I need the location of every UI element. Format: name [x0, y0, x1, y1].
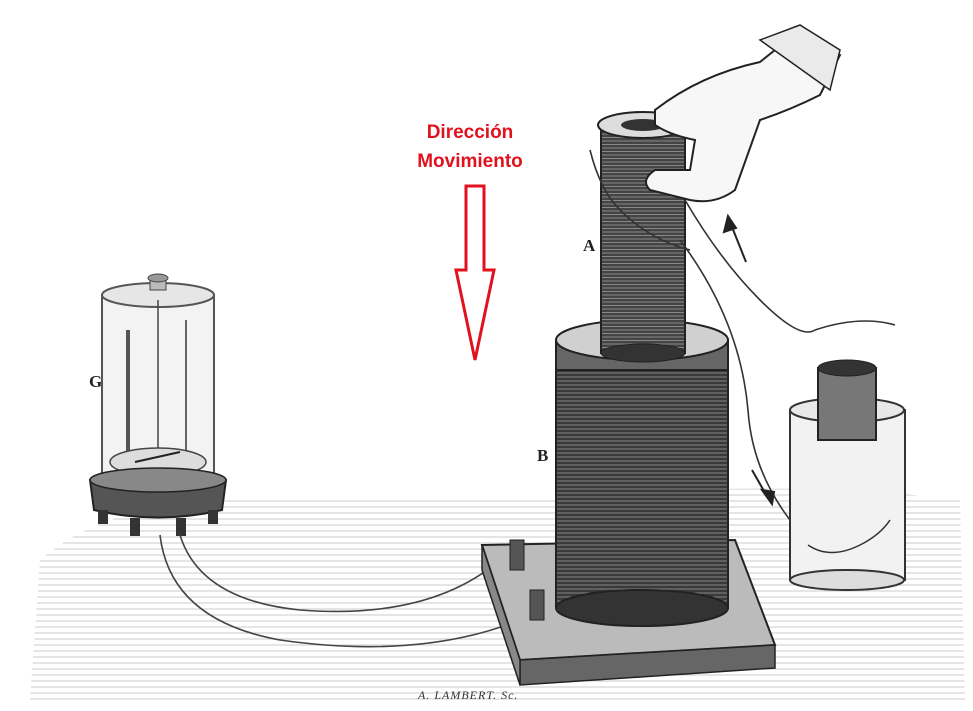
label-galvanometer: G — [89, 372, 103, 391]
coil-b — [555, 319, 729, 627]
label-coil-b: B — [537, 446, 549, 465]
annotation-line-1: Dirección — [426, 122, 514, 143]
coil-a-wires — [589, 149, 896, 521]
galvanometer — [88, 273, 228, 536]
engraver-signature: A. LAMBERT. Sc. — [418, 688, 519, 702]
direction-annotation: Dirección Movimiento — [385, 118, 555, 176]
label-coil-a: A — [583, 236, 596, 255]
coil-a — [597, 111, 689, 363]
current-arrow-icon — [722, 213, 776, 507]
battery — [789, 359, 906, 591]
direction-arrow-icon — [454, 184, 496, 361]
annotation-line-2: Movimiento — [417, 151, 523, 172]
galvanometer-wires — [159, 534, 521, 648]
hand — [645, 24, 842, 203]
